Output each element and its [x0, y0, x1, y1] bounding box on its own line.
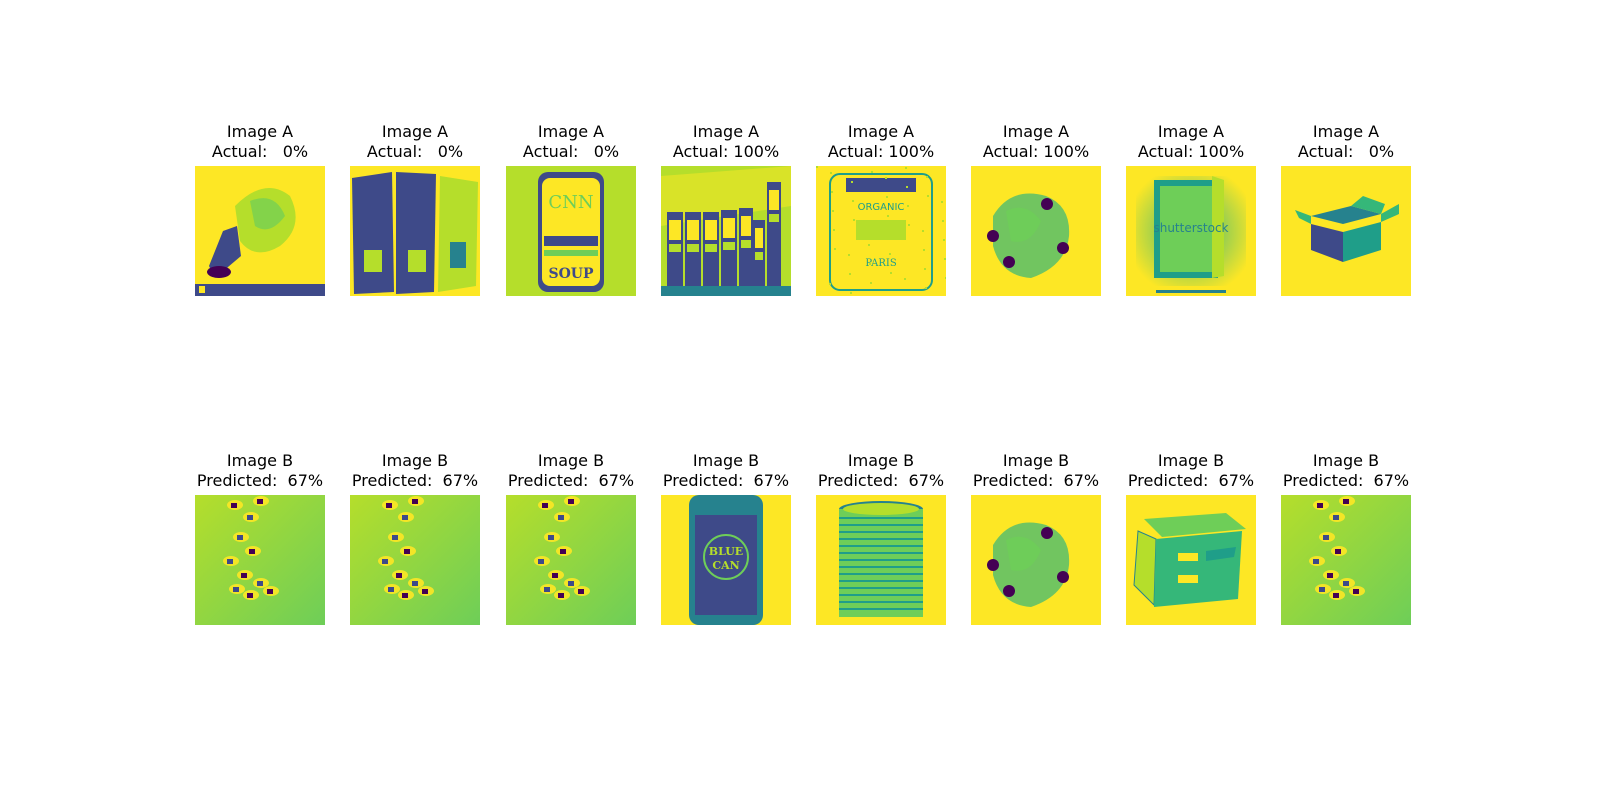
soup-can-icon: CNN SOUP [506, 166, 636, 296]
image-title: Image A Actual: 100% [636, 122, 816, 162]
archive-box-icon [1126, 495, 1256, 625]
image-label: Image B [381, 451, 449, 470]
predicted-value: Predicted: 67% [351, 471, 479, 490]
scattered-items-icon [350, 495, 480, 625]
scattered-items-icon [195, 495, 325, 625]
image-label: Image A [1002, 122, 1070, 141]
image-label: Image A [1157, 122, 1225, 141]
image-label: Image A [1312, 122, 1380, 141]
image-label: Image A [692, 122, 760, 141]
image-label: Image B [537, 451, 605, 470]
image-title: Image B Predicted: 67% [1101, 451, 1281, 491]
image-label: Image A [381, 122, 449, 141]
image-title: Image B Predicted: 67% [325, 451, 505, 491]
tin-can-icon: ORGANIC PARIS [816, 166, 946, 296]
image-title: Image B Predicted: 67% [1256, 451, 1436, 491]
actual-value: Actual: 0% [211, 142, 309, 161]
image-title: Image B Predicted: 67% [170, 451, 350, 491]
cardboard-panels-icon [350, 166, 480, 296]
predicted-value: Predicted: 67% [1282, 471, 1410, 490]
predicted-value: Predicted: 67% [196, 471, 324, 490]
image-label: Image B [1002, 451, 1070, 470]
svg-text:SOUP: SOUP [548, 266, 594, 282]
image-label: Image A [226, 122, 294, 141]
scattered-items-icon [506, 495, 636, 625]
image-title: Image A Actual: 100% [1101, 122, 1281, 162]
actual-value: Actual: 0% [522, 142, 620, 161]
image-title: Image A Actual: 100% [791, 122, 971, 162]
image-title: Image A Actual: 0% [325, 122, 505, 162]
actual-value: Actual: 100% [982, 142, 1090, 161]
actual-value: Actual: 100% [827, 142, 935, 161]
actual-value: Actual: 100% [672, 142, 780, 161]
scattered-items-icon [1281, 495, 1411, 625]
svg-text:CAN: CAN [712, 559, 739, 572]
predicted-value: Predicted: 67% [662, 471, 790, 490]
predicted-value: Predicted: 67% [507, 471, 635, 490]
image-label: Image B [1157, 451, 1225, 470]
beverage-cans-icon [661, 166, 791, 296]
image-title: Image A Actual: 0% [481, 122, 661, 162]
svg-text:shutterstock: shutterstock [1153, 221, 1228, 235]
crumpled-bag-icon [195, 166, 325, 296]
open-box-top-icon: shutterstock [1126, 166, 1256, 296]
actual-value: Actual: 100% [1137, 142, 1245, 161]
plastic-bottles-icon [971, 495, 1101, 625]
image-label: Image B [226, 451, 294, 470]
image-label: Image B [847, 451, 915, 470]
svg-text:ORGANIC: ORGANIC [858, 202, 905, 213]
plastic-bottles-icon [971, 166, 1101, 296]
actual-value: Actual: 0% [1297, 142, 1395, 161]
svg-text:BLUE: BLUE [709, 545, 743, 558]
predicted-value: Predicted: 67% [817, 471, 945, 490]
image-label: Image B [1312, 451, 1380, 470]
ribbed-tin-can-icon [816, 495, 946, 625]
image-title: Image A Actual: 0% [1256, 122, 1436, 162]
image-title: Image B Predicted: 67% [481, 451, 661, 491]
image-label: Image A [537, 122, 605, 141]
image-label: Image B [692, 451, 760, 470]
predicted-value: Predicted: 67% [1127, 471, 1255, 490]
cardboard-box-icon [1281, 166, 1411, 296]
actual-value: Actual: 0% [366, 142, 464, 161]
image-title: Image A Actual: 0% [170, 122, 350, 162]
image-label: Image A [847, 122, 915, 141]
svg-text:CNN: CNN [548, 192, 593, 213]
image-title: Image A Actual: 100% [946, 122, 1126, 162]
image-title: Image B Predicted: 67% [791, 451, 971, 491]
image-title: Image B Predicted: 67% [636, 451, 816, 491]
svg-text:PARIS: PARIS [865, 258, 897, 269]
predicted-value: Predicted: 67% [972, 471, 1100, 490]
blue-can-icon: BLUE CAN [661, 495, 791, 625]
image-title: Image B Predicted: 67% [946, 451, 1126, 491]
